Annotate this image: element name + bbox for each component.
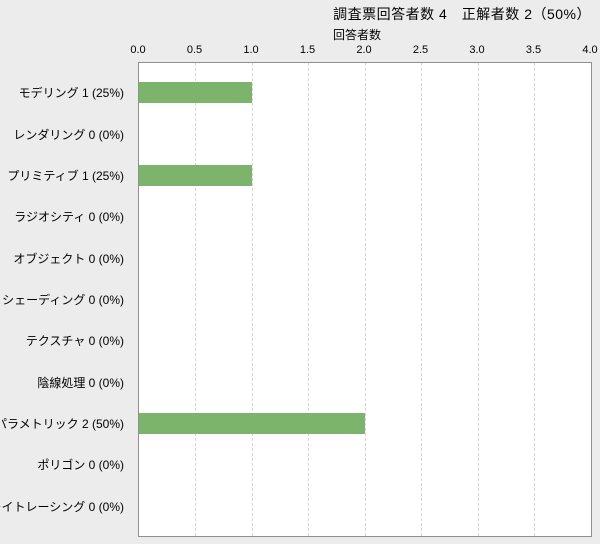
x-tick-label: 0.5: [186, 44, 203, 56]
category-label-column: モデリング 1 (25%) レンダリング 0 (0%) プリミティブ 1 (25%)…: [0, 72, 131, 527]
bar-row: [139, 237, 591, 278]
x-tick-label: 1.5: [299, 44, 316, 56]
bar-row: [139, 196, 591, 237]
plot-area: [138, 62, 592, 537]
gridline: [421, 63, 422, 536]
bar-モデリング: [139, 82, 252, 104]
x-tick-label: 3.5: [525, 44, 542, 56]
category-label: モデリング 1 (25%): [18, 86, 124, 101]
bar-row: [139, 320, 591, 361]
gridline: [195, 63, 196, 536]
bar-row: [139, 72, 591, 113]
x-tick-label: 4.0: [582, 44, 598, 56]
x-tick-label: 2.5: [412, 44, 429, 56]
category-label: シェーディング 0 (0%): [2, 292, 124, 307]
bar-row: [139, 155, 591, 196]
bar-row: [139, 362, 591, 403]
gridline: [364, 63, 366, 536]
x-tick-label: 1.0: [243, 44, 259, 56]
x-axis-title: 回答者数: [333, 28, 382, 42]
x-tick-label: 3.0: [469, 44, 485, 56]
bar-row: [139, 113, 591, 154]
x-tick-label: 0.0: [130, 44, 146, 56]
category-label: 陰線処理 0 (0%): [37, 375, 124, 390]
category-label: オブジェクト 0 (0%): [13, 251, 124, 266]
bar-row: [139, 444, 591, 485]
bar-row-group: [139, 72, 591, 527]
chart-title: 調査票回答者数 4 正解者数 2（50%）: [333, 6, 591, 22]
category-label: ポリゴン 0 (0%): [37, 458, 124, 473]
category-label: プリミティブ 1 (25%): [7, 168, 124, 183]
bar-row: [139, 279, 591, 320]
category-label: ラジオシティ 0 (0%): [14, 210, 124, 225]
bar-row: [139, 403, 591, 444]
bar-プリミティブ: [139, 164, 252, 186]
bar-パラメトリック: [139, 413, 365, 435]
category-label: パラメトリック 2 (50%): [0, 417, 124, 432]
category-label: テクスチャ 0 (0%): [25, 334, 124, 349]
x-axis-tick-row: 0.0 0.5 1.0 1.5 2.0 2.5 3.0 3.5 4.0: [130, 44, 597, 58]
gridline: [308, 63, 309, 536]
category-label: レンダリング 0 (0%): [13, 127, 124, 142]
gridline: [477, 63, 479, 536]
category-label: レイトレーシング 0 (0%): [0, 499, 124, 514]
gridline: [534, 63, 535, 536]
bar-row: [139, 486, 591, 527]
gridline: [251, 63, 253, 536]
x-tick-label: 2.0: [356, 44, 372, 56]
